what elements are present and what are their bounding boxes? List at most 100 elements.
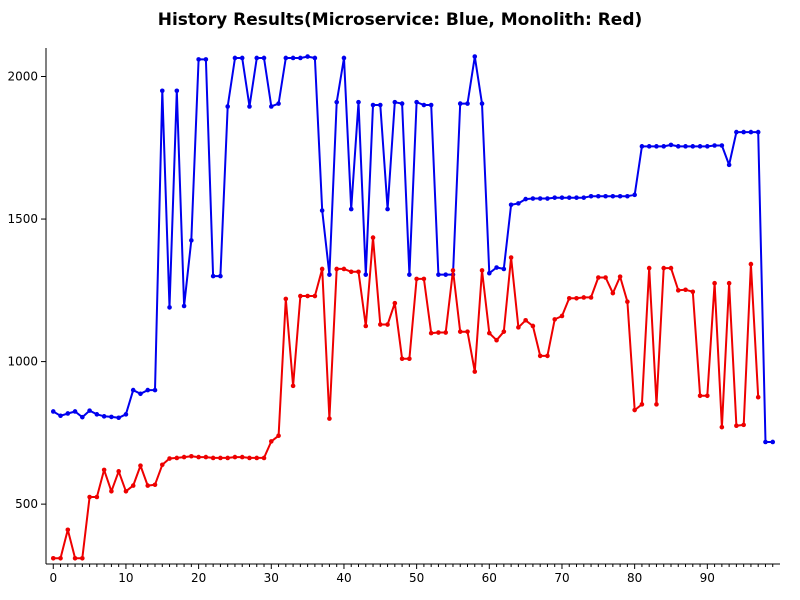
data-point (319, 208, 325, 213)
data-point (581, 195, 587, 200)
data-point (748, 129, 754, 135)
data-point (683, 287, 688, 293)
data-point (101, 414, 107, 419)
data-point (770, 439, 776, 445)
data-point (152, 387, 158, 393)
x-tick-label: 20 (191, 571, 206, 585)
data-point (254, 55, 260, 61)
data-point (712, 280, 717, 286)
data-point (690, 289, 696, 295)
data-point (50, 555, 56, 561)
data-point (705, 393, 710, 399)
data-point (196, 454, 201, 460)
data-point (130, 387, 136, 393)
data-point (487, 330, 492, 336)
data-point (523, 196, 528, 202)
data-point (428, 102, 434, 108)
data-point (363, 272, 369, 277)
data-point (668, 265, 674, 271)
data-point (72, 555, 78, 561)
x-tick-label: 40 (336, 571, 351, 585)
data-point (138, 391, 143, 397)
data-point (407, 356, 412, 362)
data-point (276, 101, 281, 106)
data-point (610, 193, 616, 199)
data-point (617, 193, 623, 199)
data-point (65, 527, 71, 533)
data-point (123, 489, 129, 494)
data-point (566, 296, 572, 301)
data-point (116, 469, 121, 474)
data-point (392, 300, 398, 306)
data-point (87, 408, 92, 413)
data-point (341, 55, 347, 61)
data-point (196, 57, 201, 62)
data-point (116, 415, 121, 421)
data-point (588, 193, 594, 199)
data-point (218, 455, 223, 461)
data-point (479, 101, 485, 106)
data-point (494, 337, 499, 343)
microservice-series (50, 54, 776, 445)
data-point (94, 494, 100, 500)
data-point (639, 402, 645, 407)
data-point (588, 295, 594, 300)
data-point (639, 144, 645, 149)
data-point (50, 409, 56, 414)
data-point (87, 494, 92, 500)
data-point (261, 455, 267, 461)
data-point (407, 272, 412, 277)
data-point (181, 454, 187, 460)
data-point (189, 238, 194, 243)
data-point (443, 272, 449, 277)
data-point (370, 102, 376, 108)
data-point (327, 272, 332, 277)
data-point (734, 423, 739, 429)
data-point (399, 356, 405, 362)
data-point (755, 394, 761, 400)
data-point (174, 88, 180, 94)
data-point (232, 55, 238, 61)
data-point (414, 276, 419, 282)
series-line (52, 55, 773, 443)
data-point (457, 101, 463, 106)
data-point (479, 268, 485, 273)
data-point (625, 299, 630, 305)
data-point (261, 55, 267, 61)
data-point (675, 288, 681, 293)
data-point (719, 424, 725, 430)
y-tick-label: 500 (15, 497, 38, 511)
data-point (290, 383, 296, 389)
data-point (748, 261, 754, 267)
data-point (559, 313, 565, 319)
data-point (617, 274, 623, 279)
data-point (668, 142, 674, 148)
data-point (501, 266, 507, 272)
data-point (472, 54, 478, 59)
data-point (203, 57, 209, 62)
data-point (610, 290, 616, 296)
data-point (232, 454, 238, 460)
data-point (675, 144, 681, 149)
data-point (377, 102, 383, 108)
y-tick-label: 1500 (7, 212, 38, 226)
data-point (101, 467, 107, 473)
data-point (334, 99, 339, 105)
data-point (94, 412, 100, 417)
data-point (298, 293, 303, 299)
data-point (530, 323, 536, 329)
data-point (80, 555, 85, 561)
data-point (472, 369, 478, 374)
data-point (697, 144, 703, 149)
data-point (755, 129, 761, 135)
data-point (646, 144, 652, 149)
data-point (145, 387, 151, 393)
data-point (487, 270, 492, 276)
data-point (356, 99, 361, 105)
data-point (712, 143, 717, 148)
data-point (436, 272, 441, 277)
data-point (327, 416, 332, 421)
data-point (545, 196, 550, 201)
data-point (283, 55, 289, 61)
data-point (268, 104, 274, 109)
